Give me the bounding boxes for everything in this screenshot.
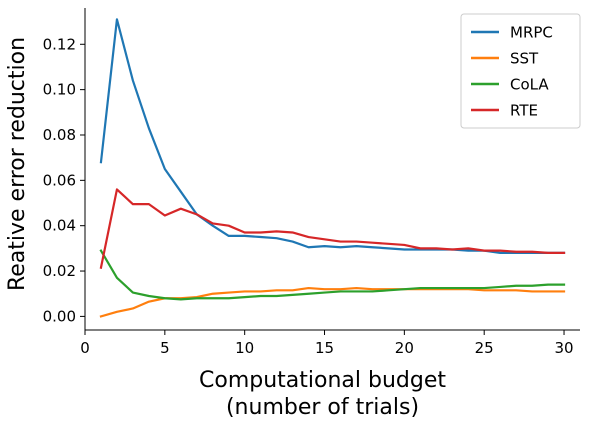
- axis-titles: Computational budget(number of trials) Re…: [5, 37, 446, 420]
- x-tick-label: 20: [395, 339, 414, 357]
- y-tick-label: 0.04: [43, 217, 76, 235]
- x-tick-label: 25: [475, 339, 494, 357]
- series-line-cola: [99, 249, 566, 301]
- y-tick-label: 0.06: [43, 171, 76, 189]
- series-lines: [99, 18, 566, 318]
- x-tick-label: 30: [554, 339, 573, 357]
- y-tick-label: 0.12: [43, 35, 76, 53]
- legend: MRPC SST CoLA RTE: [460, 13, 581, 129]
- y-tick-label: 0.02: [43, 262, 76, 280]
- x-axis-title-line-2: (number of trials): [226, 395, 419, 420]
- y-tick-label: 0.10: [43, 81, 76, 99]
- series-line-rte: [99, 188, 566, 269]
- y-tick-label: 0.00: [43, 307, 76, 325]
- x-axis: 0 5 10 15 20 25 30: [80, 329, 580, 357]
- legend-label-mrpc: MRPC: [510, 24, 553, 42]
- x-tick-label: 10: [235, 339, 254, 357]
- legend-label-cola: CoLA: [510, 76, 549, 94]
- x-tick-label: 0: [80, 339, 90, 357]
- x-tick-label: 15: [315, 339, 334, 357]
- legend-box: [460, 13, 581, 129]
- legend-label-sst: SST: [510, 50, 539, 68]
- legend-label-rte: RTE: [510, 102, 538, 120]
- y-tick-label: 0.08: [43, 126, 76, 144]
- x-axis-title: Computational budget: [199, 368, 446, 393]
- y-axis-title: Reative error reduction: [5, 37, 30, 291]
- y-axis: 0.00 0.02 0.04 0.06 0.08 0.10 0.12: [43, 8, 86, 330]
- x-tick-label: 5: [160, 339, 170, 357]
